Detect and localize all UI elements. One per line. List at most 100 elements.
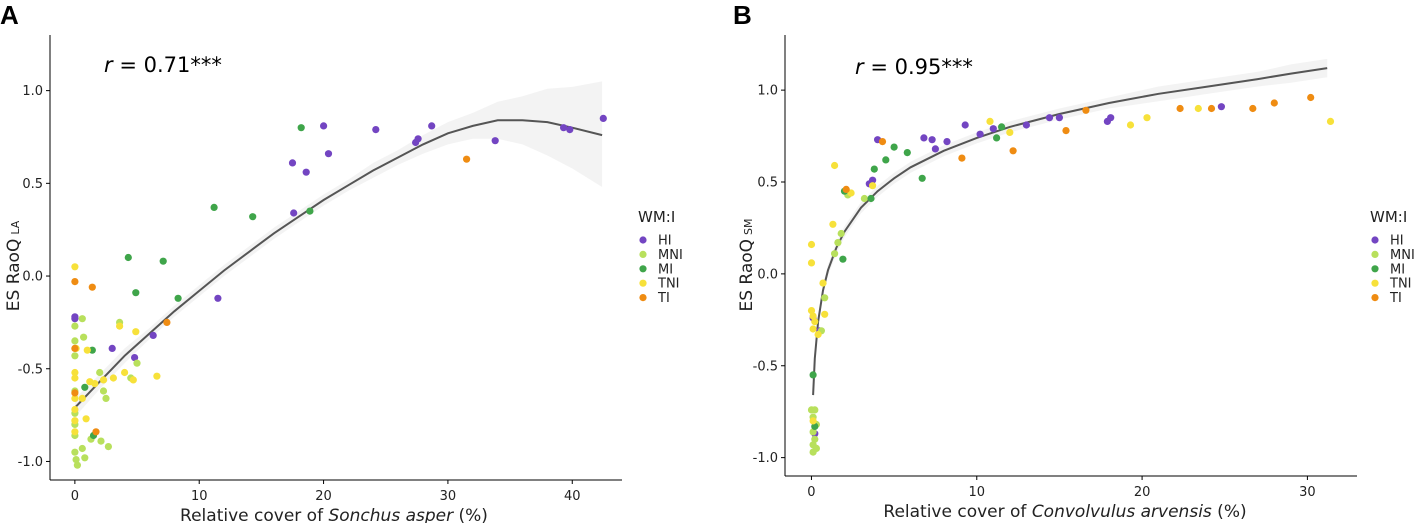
panel-a-point-hi (71, 315, 79, 323)
panel-b-point-tni (1143, 114, 1151, 122)
panel-a-x-tick-label: 10 (191, 489, 208, 504)
panel-a-point-hi (320, 122, 328, 130)
panel-a-point-hi (290, 209, 298, 217)
panel-b-point-mi (867, 194, 875, 203)
panel-a-legend-label-ti: TI (657, 291, 670, 306)
panel-a-point-hi (302, 168, 310, 176)
panel-b-point-tni (819, 279, 827, 287)
panel-b-point-tni (869, 182, 877, 190)
panel-b-point-hi (931, 145, 940, 153)
panel-b-ylabel-sub: SM (742, 218, 755, 234)
panel-b-point-ti (1062, 127, 1070, 135)
panel-a-legend-label-mni: MNI (658, 248, 683, 263)
panel-a-point-hi (149, 331, 157, 339)
panel-b-point-ti (1249, 104, 1257, 113)
panel-b-letter: B (733, 0, 752, 30)
panel-a-legend-swatch-mi (639, 265, 647, 273)
panel-a-point-tni (82, 415, 90, 423)
panel-a-fit-line (74, 119, 603, 409)
panel-a-point-mni (80, 333, 88, 341)
panel-b-point-hi (928, 136, 936, 144)
panel-b-y-axis-title: ES RaoQ SM (737, 218, 757, 311)
panel-a-point-tni (71, 405, 79, 414)
panel-b-r-symbol: r (855, 55, 865, 79)
panel-a-point-tni (116, 322, 124, 330)
panel-a-point-ti (71, 344, 79, 352)
panel-a-point-hi (324, 150, 333, 158)
panel-a-point-tni (109, 374, 117, 382)
panel-a-point-hi (491, 137, 499, 145)
panel-a-x-tick-label: 40 (564, 489, 581, 504)
panel-a-point-mi (159, 257, 167, 265)
panel-b-point-ti (1307, 93, 1315, 102)
panel-a-point-mi (132, 289, 140, 297)
panel-a-point-mni (78, 444, 86, 453)
panel-a-point-ti (71, 389, 79, 397)
panel-a-point-tni (71, 374, 79, 382)
panel-b-point-hi (869, 176, 877, 184)
panel-a-letter: A (0, 0, 19, 30)
panel-b-point-tni (986, 117, 994, 125)
panel-b-point-tni (1126, 121, 1135, 129)
panel-b-legend-swatch-hi (1371, 236, 1379, 244)
panel-b-point-hi (1107, 114, 1115, 122)
panel-b-point-mni (811, 406, 819, 414)
panel-a-y-tick-label: 1.0 (22, 84, 43, 99)
panel-a-point-mi (174, 294, 182, 302)
panel-b-point-mni (831, 250, 839, 258)
panel-b-point-ti (1270, 99, 1278, 107)
panel-b-point-tni (829, 220, 837, 228)
panel-a-point-hi (131, 354, 139, 362)
panel-b-point-ti (1009, 147, 1017, 155)
panel-b-point-hi (920, 134, 928, 142)
panel-b-y-tick-label: 1.0 (757, 84, 778, 99)
panel-a-point-ti (71, 278, 79, 286)
panel-b-point-mi (993, 134, 1001, 142)
panel-a-xlabel-pre: Relative cover of (180, 506, 328, 523)
panel-b-point-tni (1194, 104, 1202, 113)
panel-a-legend-swatch-hi (639, 236, 647, 244)
panel-b-point-tni (807, 307, 816, 315)
panel-b-legend-label-mni: MNI (1390, 248, 1415, 263)
panel-a-point-mni (96, 368, 104, 377)
panel-b-point-hi (1022, 121, 1030, 129)
panel-b-point-mni (809, 428, 817, 436)
panel-a-y-tick-label: -0.5 (18, 362, 43, 377)
panel-a-legend-title: WM:I (638, 208, 675, 226)
panel-a-point-mi (124, 253, 132, 262)
panel-a-point-hi (428, 122, 436, 130)
panel-a-ylabel-sub: LA (9, 220, 22, 234)
panel-b-fit-curve (812, 67, 1328, 396)
panel-b-legend-swatch-mi (1371, 265, 1379, 273)
panel-a-point-hi (214, 294, 222, 302)
panel-a-points (71, 114, 607, 469)
panel-b-point-ti (878, 138, 887, 146)
panel-b-xlabel-post: (%) (1212, 502, 1247, 522)
panel-a-point-tni (91, 380, 99, 388)
panel-a-point-mi (306, 207, 314, 215)
panel-b-x-tick-label: 20 (1134, 485, 1151, 500)
panel-a: A 0 10 20 30 40 -1.0 -0.5 0.0 0.5 1.0 r = 0.71***… (0, 0, 683, 523)
panel-a-point-mni (71, 322, 79, 330)
panel-b-r-value: = 0.95*** (864, 55, 973, 79)
panel-a-ci-band (74, 81, 603, 418)
panel-b-point-mi (870, 165, 878, 173)
panel-b-legend-swatch-tni (1371, 279, 1379, 287)
panel-a-point-mi (297, 124, 305, 132)
panel-a-point-hi (599, 114, 607, 122)
panel-b-points (807, 93, 1335, 456)
panel-a-point-mi (88, 346, 96, 354)
panel-a-y-tick-label: 0.0 (22, 270, 43, 285)
panel-a-point-ti (463, 155, 471, 163)
panel-b-point-mi (882, 156, 890, 164)
panel-a-point-hi (372, 126, 380, 134)
panel-b-point-tni (809, 417, 817, 425)
panel-a-x-tick-label: 0 (71, 489, 79, 504)
panel-a-point-hi (108, 344, 116, 352)
panel-a-legend-label-tni: TNI (657, 277, 680, 292)
panel-b-point-tni (831, 161, 839, 170)
panel-b-legend-label-mi: MI (1390, 262, 1405, 277)
panel-a-point-tni (153, 372, 161, 380)
